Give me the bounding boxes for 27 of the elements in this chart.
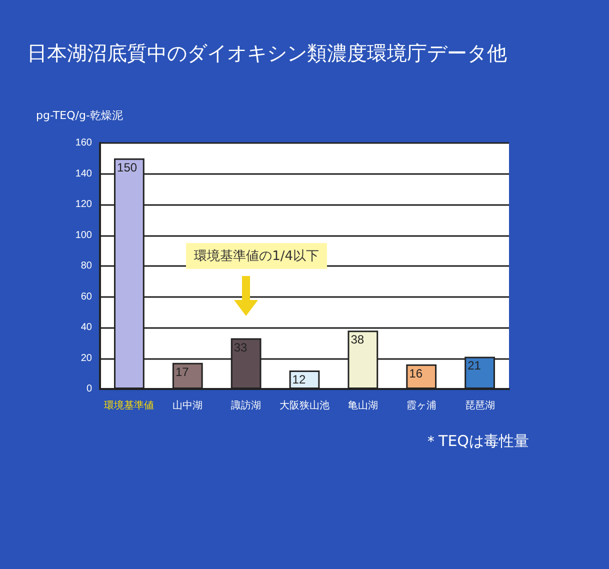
data-label: 38 (350, 332, 364, 347)
x-tick-label: 山中湖 (172, 400, 203, 412)
y-tick-label: 100 (75, 230, 92, 241)
x-tick-label: 亀山湖 (348, 400, 378, 412)
data-label: 17 (175, 364, 190, 379)
x-tick-label: 琵琶湖 (464, 400, 495, 412)
y-tick-label: 0 (86, 384, 92, 394)
y-tick-label: 80 (80, 260, 92, 272)
x-tick-label: 大阪狭山池 (280, 400, 330, 412)
y-tick-label: 120 (75, 199, 92, 210)
annotation: 環境基準値の1/4以下 (186, 242, 327, 268)
y-tick-label: 160 (75, 138, 92, 148)
data-label: 12 (292, 372, 306, 387)
data-label: 33 (234, 340, 248, 354)
y-tick-label: 60 (80, 291, 92, 302)
data-label: 150 (117, 160, 138, 174)
text: ＊TEQは毒性量 (424, 432, 529, 451)
x-tick-label: 諏訪湖 (231, 400, 262, 412)
y-tick-label: 20 (80, 352, 92, 364)
data-label: 21 (468, 358, 482, 373)
y-tick-label: 40 (80, 322, 92, 333)
x-tick-label: 環境基準値 (104, 400, 154, 412)
y-tick-label: 140 (75, 168, 92, 180)
x-tick-label: 霞ヶ浦 (406, 400, 436, 412)
chart-title: 日本湖沼底質中のダイオキシン類濃度環境庁データ他 (27, 41, 507, 65)
y-axis-title: pg-TEQ/g-乾燥泥 (36, 109, 123, 122)
data-label: 16 (409, 366, 423, 380)
